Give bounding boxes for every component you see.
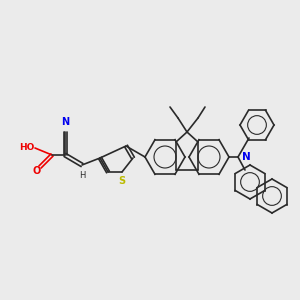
Text: H: H [79,170,85,179]
Text: N: N [61,117,69,127]
Text: S: S [118,176,126,186]
Text: HO: HO [19,143,35,152]
Text: N: N [242,152,251,162]
Text: O: O [33,166,41,176]
